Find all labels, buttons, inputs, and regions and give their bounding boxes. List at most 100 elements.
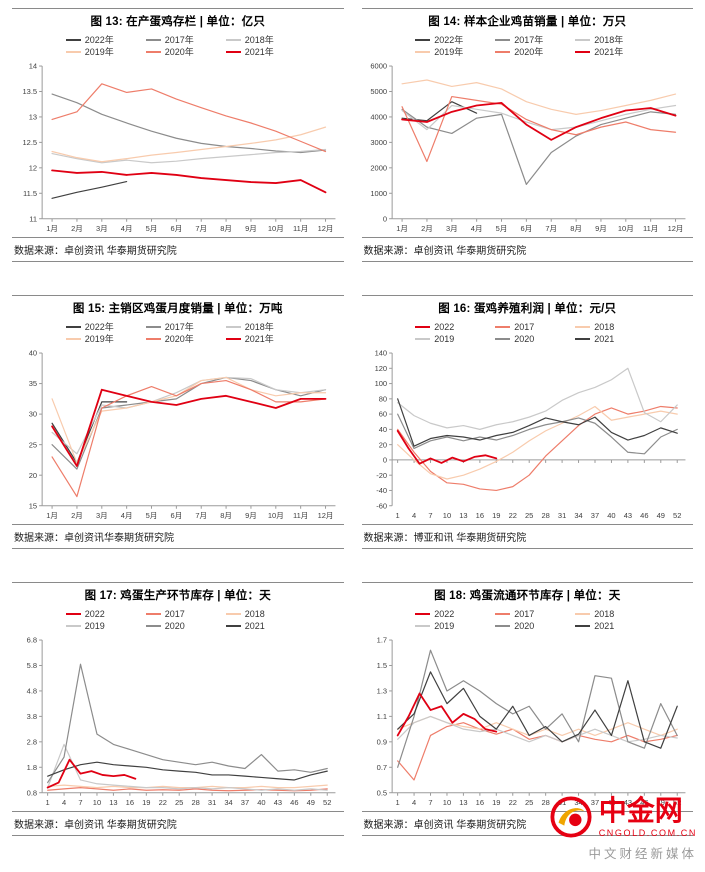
series-2020年 xyxy=(400,96,676,163)
series-2017年 xyxy=(400,109,676,186)
chart-title-fig16: 图 16: 蛋鸡养殖利润 | 单位：元/只 xyxy=(361,295,693,318)
legend-item-2018年: 2018年 xyxy=(218,321,298,333)
legend-item-2020: 2020 xyxy=(138,620,218,632)
chart-legend-fig17: 2022 2017 2018 2019 2020 2021 xyxy=(52,608,304,632)
x-tick-label: 6月 xyxy=(171,224,183,233)
x-tick-label: 22 xyxy=(508,798,516,807)
chart-panel-fig17: 图 17: 鸡蛋生产环节库存 | 单位：天 2022 2017 2018 2019 20… xyxy=(12,582,344,869)
x-tick-label: 25 xyxy=(175,798,183,807)
x-tick-label: 25 xyxy=(525,798,533,807)
x-tick-label: 10 xyxy=(442,798,450,807)
x-tick-label: 10月 xyxy=(268,224,284,233)
x-tick-label: 43 xyxy=(623,798,631,807)
legend-item-2021年: 2021年 xyxy=(218,46,298,58)
legend-swatch xyxy=(225,625,241,627)
y-tick-label: 60 xyxy=(378,410,386,419)
x-tick-label: 7 xyxy=(428,511,432,520)
legend-swatch xyxy=(415,39,431,41)
x-tick-label: 3月 xyxy=(96,224,108,233)
legend-item-2021: 2021 xyxy=(567,620,647,632)
series-2021 xyxy=(396,398,678,448)
y-tick-label: 12 xyxy=(29,164,37,173)
chart-panel-fig14: 图 14: 样本企业鸡苗销量 | 单位：万只 2022年 2017年 2018年 20… xyxy=(361,8,693,295)
x-tick-label: 5月 xyxy=(495,224,507,233)
chart-box-fig18: 2022 2017 2018 2019 2020 2021 0.5 0.7 0.9 1.1 1.3… xyxy=(362,608,694,809)
series-2021年 xyxy=(51,169,327,194)
legend-label: 2022 xyxy=(434,609,455,619)
x-tick-label: 1月 xyxy=(46,511,58,520)
series-2019年 xyxy=(400,79,676,116)
series-2022年 xyxy=(51,181,128,200)
legend-item-2019年: 2019年 xyxy=(407,46,487,58)
y-tick-label: 11.5 xyxy=(23,189,37,198)
x-tick-label: 5月 xyxy=(146,511,158,520)
legend-swatch xyxy=(495,39,511,41)
x-tick-label: 19 xyxy=(492,511,500,520)
y-tick-label: 6000 xyxy=(370,62,387,71)
y-tick-label: 15 xyxy=(29,502,37,511)
line-chart-fig18: 0.50.70.91.11.31.51.71 4 7 10 13 16 19 22 25 28 31… xyxy=(376,636,685,807)
y-tick-label: 3.8 xyxy=(27,712,37,721)
legend-label: 2019年 xyxy=(84,47,114,58)
line-chart-fig13: 11 11.5 12 12.5 13 13.5 14 1月 2月 3月 4月 5月 6月 7月 8月 9月 10… xyxy=(22,62,336,233)
legend-label: 2022年 xyxy=(84,35,114,45)
x-tick-label: 2月 xyxy=(71,511,83,520)
x-tick-label: 7月 xyxy=(195,511,207,520)
legend-label: 2017年 xyxy=(514,35,544,45)
x-tick-label: 12月 xyxy=(318,511,334,520)
chart-panel-fig16: 图 16: 蛋鸡养殖利润 | 单位：元/只 2022 2017 2018 2019 20… xyxy=(361,295,693,582)
x-tick-label: 6月 xyxy=(171,511,183,520)
legend-label: 2017年 xyxy=(164,35,194,45)
legend-item-2017年: 2017年 xyxy=(138,321,218,333)
legend-label: 2021年 xyxy=(244,47,274,58)
x-tick-label: 4 xyxy=(62,798,66,807)
x-tick-label: 1月 xyxy=(46,224,58,233)
chart-legend-fig16: 2022 2017 2018 2019 2020 2021 xyxy=(401,321,653,345)
legend-item-2017: 2017 xyxy=(487,321,567,333)
x-tick-label: 37 xyxy=(590,511,598,520)
line-chart-fig16: -60 -40 -20 0 20 40 60 80 100 120 140 1 4 7 10 13 16 19 22… xyxy=(374,349,685,520)
x-tick-label: 13 xyxy=(109,798,117,807)
x-tick-label: 19 xyxy=(492,798,500,807)
line-chart-fig15: 15 20 25 30 35 40 1月 2月 3月 4月 5月 6月 7月 8月 9月 10月 11月 12月 xyxy=(29,349,336,520)
series-2019年 xyxy=(51,126,327,163)
data-source-fig14: 数据来源：卓创资讯 华泰期货研究院 xyxy=(361,237,693,263)
legend-label: 2020年 xyxy=(164,47,194,58)
x-tick-label: 16 xyxy=(475,511,483,520)
legend-item-2019: 2019 xyxy=(407,620,487,632)
x-tick-label: 37 xyxy=(241,798,249,807)
watermark-domain: CNGOLD.COM.CN xyxy=(598,827,697,838)
x-tick-label: 8月 xyxy=(570,224,582,233)
chart-panel-fig15: 图 15: 主销区鸡蛋月度销量 | 单位：万吨 2022年 2017年 2018年 2… xyxy=(12,295,344,582)
x-tick-label: 8月 xyxy=(220,511,232,520)
x-tick-label: 7 xyxy=(78,798,82,807)
watermark-text: 中金网 CNGOLD.COM.CN xyxy=(598,796,697,838)
legend-item-2022: 2022 xyxy=(407,608,487,620)
legend-swatch xyxy=(575,39,591,41)
x-tick-label: 40 xyxy=(607,798,615,807)
y-tick-label: 4.8 xyxy=(27,687,37,696)
series-2022 xyxy=(46,759,137,789)
x-tick-label: 25 xyxy=(525,511,533,520)
chart-title-fig15: 图 15: 主销区鸡蛋月度销量 | 单位：万吨 xyxy=(12,295,344,318)
x-tick-label: 34 xyxy=(574,798,582,807)
legend-swatch xyxy=(145,625,161,627)
legend-swatch xyxy=(495,613,511,615)
watermark-tagline: 中文财经新媒体 xyxy=(588,847,697,861)
y-tick-label: 12.5 xyxy=(22,138,37,147)
legend-label: 2020年 xyxy=(514,47,544,58)
legend-item-2018年: 2018年 xyxy=(567,34,647,46)
series-2021年 xyxy=(400,102,676,142)
series-2020 xyxy=(47,663,328,784)
x-tick-label: 5月 xyxy=(146,224,158,233)
x-tick-label: 28 xyxy=(191,798,199,807)
x-tick-label: 11月 xyxy=(293,511,308,520)
y-tick-label: 1.7 xyxy=(376,636,386,645)
legend-item-2019: 2019 xyxy=(407,333,487,345)
legend-label: 2021年 xyxy=(244,334,274,345)
legend-label: 2019年 xyxy=(84,334,114,345)
legend-item-2021年: 2021年 xyxy=(567,46,647,58)
series-2019 xyxy=(396,716,678,743)
chart-panel-fig18: 图 18: 鸡蛋流通环节库存 | 单位：天 2022 2017 2018 2019 20… xyxy=(361,582,694,869)
series-2018年 xyxy=(400,105,676,131)
